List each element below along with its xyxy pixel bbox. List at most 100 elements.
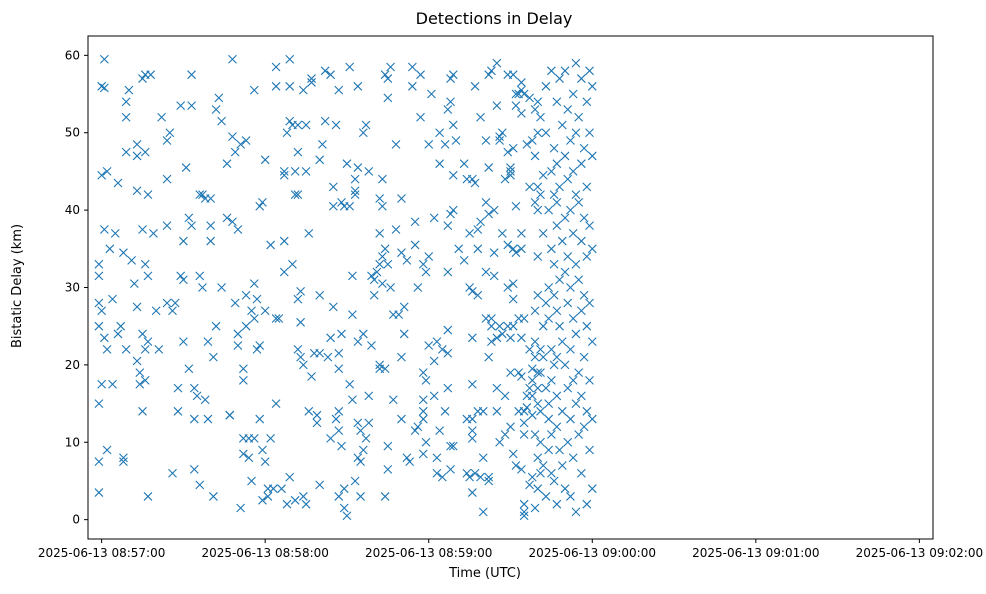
data-point-259 bbox=[377, 201, 387, 211]
data-point-232 bbox=[353, 163, 363, 172]
data-point-365 bbox=[476, 217, 485, 227]
data-point-202 bbox=[326, 434, 335, 443]
y-tick-label-3: 30 bbox=[65, 281, 80, 295]
y-tick-label-2: 20 bbox=[65, 358, 80, 372]
chart-title: Detections in Delay bbox=[416, 9, 573, 28]
data-point-360 bbox=[473, 244, 483, 254]
data-point-497 bbox=[544, 399, 554, 408]
data-point-176 bbox=[296, 317, 306, 327]
data-point-477 bbox=[536, 112, 545, 122]
data-point-411 bbox=[506, 422, 515, 432]
data-point-380 bbox=[487, 314, 496, 323]
data-point-285 bbox=[402, 453, 412, 463]
data-point-483 bbox=[536, 468, 545, 478]
data-point-417 bbox=[508, 321, 518, 331]
data-point-62 bbox=[162, 221, 172, 230]
data-point-105 bbox=[222, 213, 232, 223]
data-point-184 bbox=[304, 228, 314, 238]
data-point-481 bbox=[536, 406, 545, 416]
data-point-373 bbox=[484, 70, 494, 80]
data-point-353 bbox=[467, 426, 477, 436]
data-point-158 bbox=[279, 267, 289, 277]
y-axis-ticks: 0 10 20 30 40 50 60 bbox=[65, 48, 88, 527]
data-point-132 bbox=[249, 314, 259, 323]
data-point-124 bbox=[241, 136, 251, 145]
data-point-491 bbox=[541, 298, 551, 308]
data-point-567 bbox=[574, 430, 584, 439]
data-point-162 bbox=[285, 81, 295, 91]
data-point-36 bbox=[132, 151, 142, 161]
data-point-30 bbox=[121, 112, 131, 122]
data-point-381 bbox=[487, 321, 496, 331]
data-point-82 bbox=[189, 414, 199, 424]
data-point-126 bbox=[244, 453, 254, 463]
data-point-175 bbox=[296, 286, 306, 296]
data-point-130 bbox=[249, 85, 259, 95]
data-point-578 bbox=[579, 422, 589, 432]
data-point-430 bbox=[517, 108, 526, 118]
data-point-556 bbox=[571, 58, 581, 68]
data-point-370 bbox=[481, 197, 491, 207]
data-point-413 bbox=[508, 143, 518, 153]
data-point-438 bbox=[519, 406, 529, 416]
data-point-153 bbox=[274, 314, 284, 323]
data-point-386 bbox=[492, 58, 502, 68]
data-point-214 bbox=[337, 197, 346, 207]
data-point-83 bbox=[189, 464, 199, 474]
data-point-429 bbox=[517, 85, 526, 95]
data-point-388 bbox=[492, 333, 502, 343]
data-point-268 bbox=[383, 259, 393, 269]
data-point-305 bbox=[424, 252, 434, 261]
data-point-317 bbox=[435, 426, 445, 436]
data-point-500 bbox=[546, 66, 556, 76]
data-point-341 bbox=[459, 256, 469, 265]
data-point-423 bbox=[511, 461, 521, 470]
data-point-407 bbox=[506, 167, 515, 176]
data-point-320 bbox=[440, 139, 450, 149]
data-point-178 bbox=[298, 85, 308, 95]
data-point-403 bbox=[503, 240, 513, 250]
data-point-239 bbox=[356, 492, 365, 501]
data-point-25 bbox=[119, 248, 128, 258]
data-point-149 bbox=[271, 62, 281, 72]
data-point-582 bbox=[582, 321, 592, 331]
data-point-437 bbox=[519, 314, 529, 323]
data-point-225 bbox=[348, 395, 357, 405]
data-point-248 bbox=[367, 271, 376, 281]
data-point-396 bbox=[497, 228, 507, 238]
data-point-350 bbox=[467, 333, 477, 343]
data-point-292 bbox=[413, 283, 423, 292]
data-point-398 bbox=[500, 174, 510, 184]
data-point-198 bbox=[320, 116, 330, 126]
data-point-114 bbox=[233, 341, 243, 350]
data-point-475 bbox=[533, 453, 543, 463]
data-point-414 bbox=[508, 244, 518, 254]
data-point-131 bbox=[249, 279, 259, 289]
data-point-243 bbox=[361, 120, 371, 130]
data-point-340 bbox=[459, 159, 469, 169]
data-point-557 bbox=[571, 128, 581, 138]
data-point-518 bbox=[552, 352, 562, 362]
data-point-376 bbox=[484, 352, 494, 362]
data-point-474 bbox=[533, 399, 543, 408]
data-point-325 bbox=[443, 325, 453, 335]
data-point-191 bbox=[312, 418, 322, 428]
data-point-112 bbox=[230, 298, 240, 308]
data-point-375 bbox=[484, 209, 494, 219]
data-point-393 bbox=[495, 437, 504, 447]
data-point-570 bbox=[576, 236, 586, 246]
x-tick-label-5: 2025-06-13 09:02:00 bbox=[856, 546, 983, 560]
data-point-54 bbox=[143, 492, 153, 501]
data-point-461 bbox=[530, 306, 540, 316]
data-point-2 bbox=[94, 321, 104, 331]
data-point-216 bbox=[337, 441, 346, 451]
data-point-210 bbox=[334, 364, 344, 374]
data-point-9 bbox=[97, 170, 107, 180]
data-point-152 bbox=[271, 399, 281, 408]
data-point-587 bbox=[585, 221, 594, 230]
data-point-3 bbox=[94, 399, 104, 408]
data-point-316 bbox=[435, 159, 445, 169]
data-point-107 bbox=[225, 410, 235, 420]
data-point-251 bbox=[369, 275, 379, 285]
x-tick-label-2: 2025-06-13 08:59:00 bbox=[365, 546, 492, 560]
